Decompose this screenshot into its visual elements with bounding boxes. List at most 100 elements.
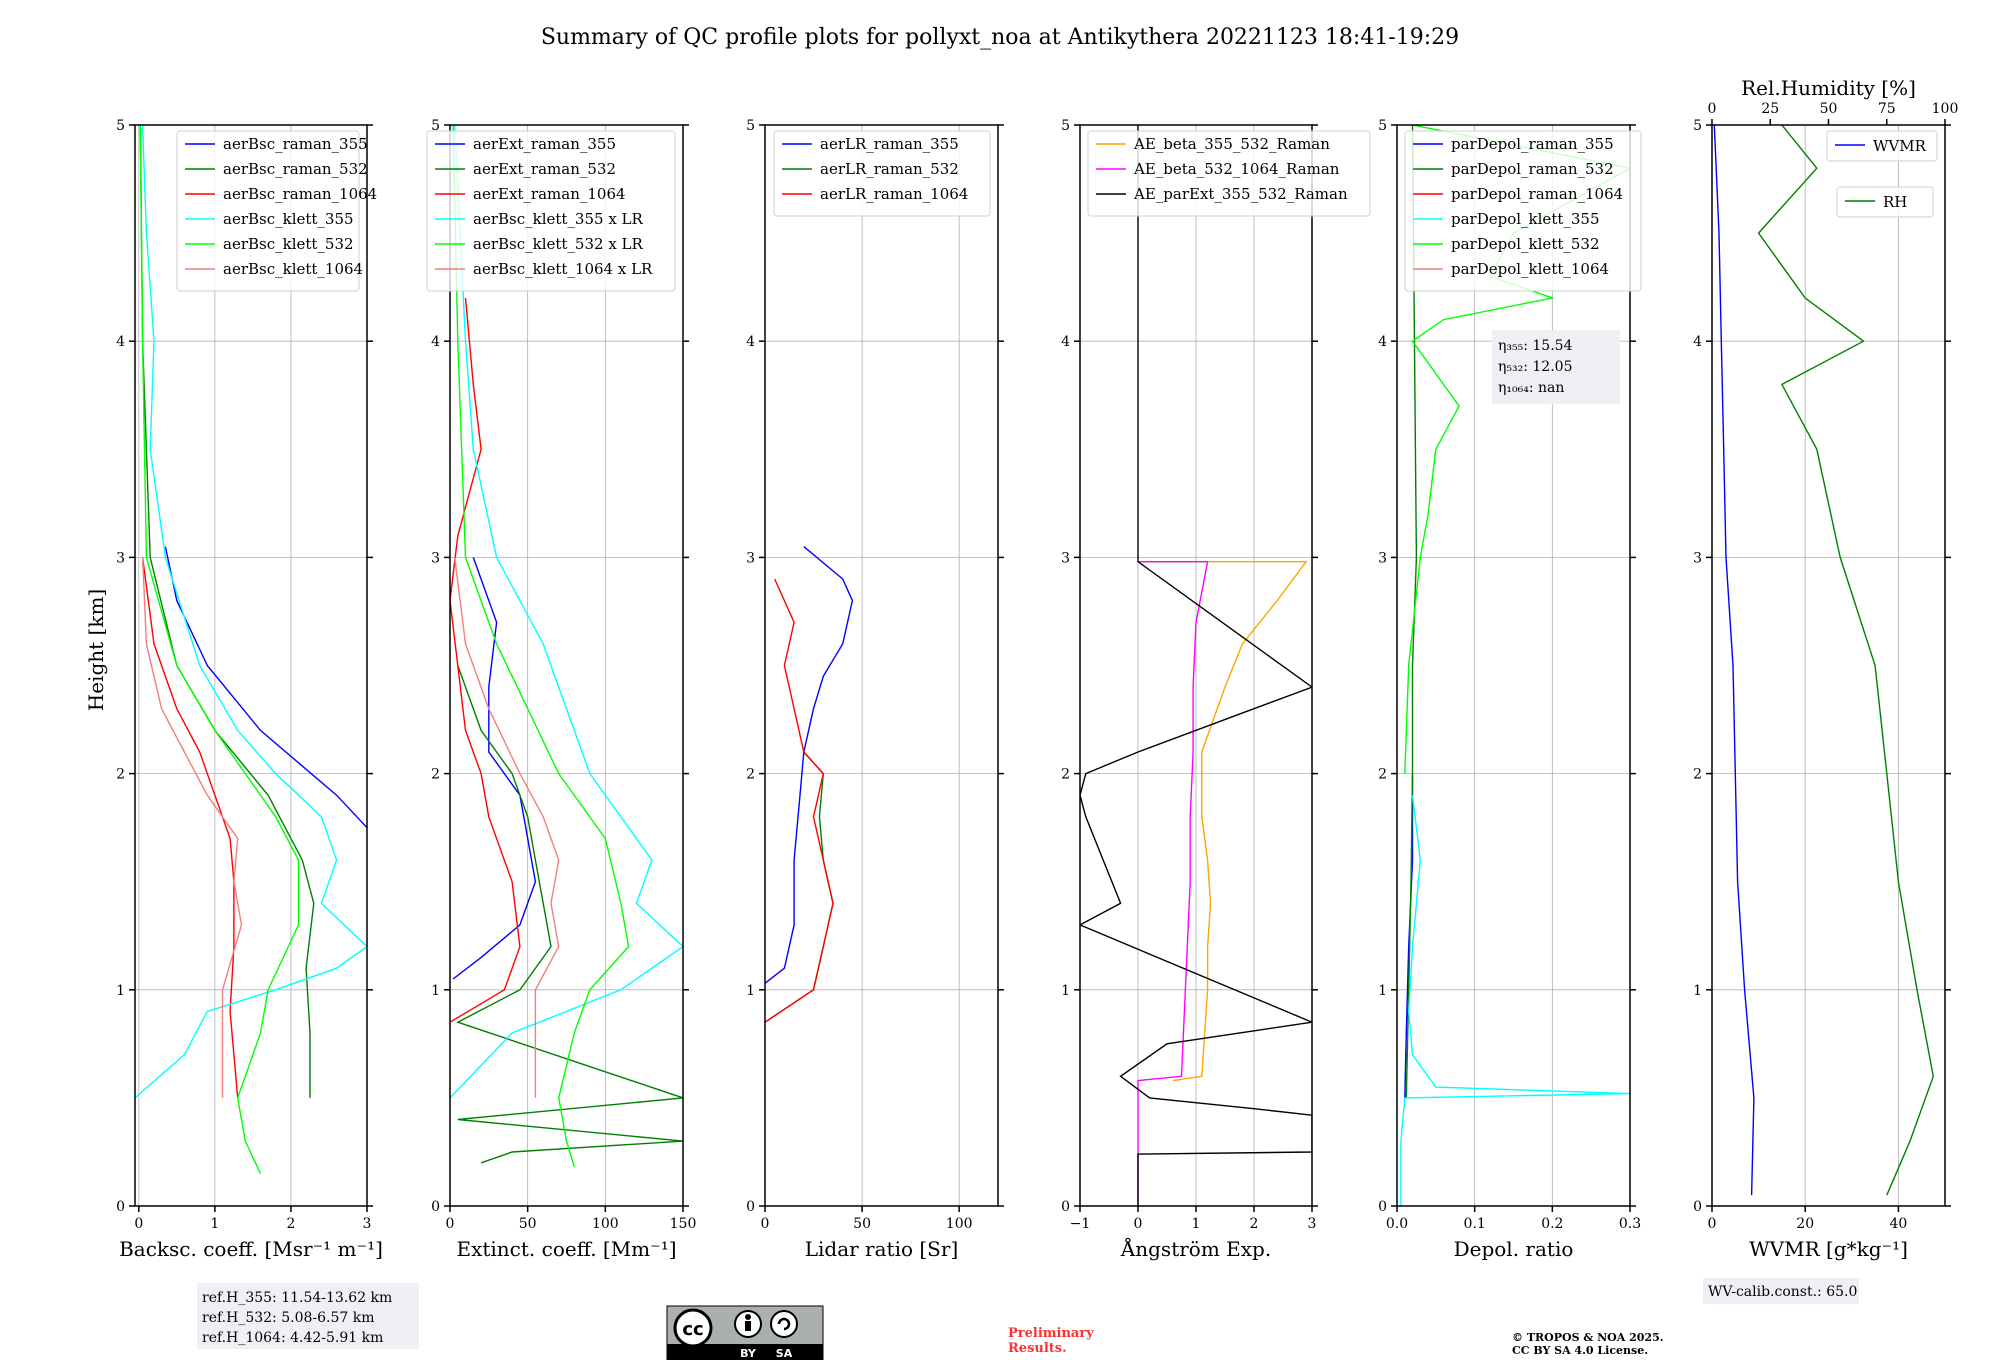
series-line-aerExt_raman_355	[452, 557, 537, 980]
series-line-AE_parExt_355_532_Raman	[1080, 125, 1312, 1206]
legend-entry: AE_parExt_355_532_Raman	[1133, 185, 1348, 203]
x-axis-label: Backsc. coeff. [Msr⁻¹ m⁻¹]	[119, 1237, 383, 1261]
y-tick-label: 4	[1693, 334, 1702, 350]
y-tick-label: 5	[431, 118, 440, 134]
cc-icon	[673, 1308, 713, 1348]
x-tick-label: 1	[1192, 1216, 1201, 1232]
series-line-aerBsc_klett_355 x LR	[450, 125, 683, 1099]
y-tick-label: 0	[1061, 1199, 1070, 1215]
legend-entry: parDepol_klett_1064	[1451, 260, 1609, 278]
legend-entry: aerBsc_klett_1064 x LR	[473, 260, 653, 278]
legend-entry: AE_beta_355_532_Raman	[1133, 135, 1330, 153]
legend-entry: aerExt_raman_1064	[473, 185, 626, 203]
y-tick-label: 3	[1693, 550, 1702, 566]
panel-5: 0.0 0.1 0.2 0.3 0 1 2 3 4 5 Depol. ratio parDepol_r…	[1378, 118, 1642, 1261]
y-tick-label: 4	[746, 334, 755, 350]
series-line-aerBsc_klett_1064	[141, 557, 243, 1098]
panels: 0 1 2 3 0 1 2 3 4 5 Backsc. coeff. [Msr⁻¹ m⁻¹] aerB…	[116, 76, 1958, 1349]
legend-entry: aerLR_raman_532	[820, 160, 959, 178]
eta-text: η₅₃₂: 12.05	[1498, 359, 1572, 375]
x2-tick-label: 50	[1820, 101, 1838, 117]
x-tick-label: 1	[210, 1216, 219, 1232]
legend-entry: WVMR	[1873, 137, 1927, 155]
y-tick-label: 3	[116, 550, 125, 566]
x-tick-label: 50	[853, 1216, 871, 1232]
legend-entry: aerLR_raman_355	[820, 135, 959, 153]
y-tick-label: 0	[746, 1199, 755, 1215]
y-tick-label: 0	[1378, 1199, 1387, 1215]
y-tick-label: 1	[1693, 983, 1702, 999]
legend-box-wvmr	[1826, 130, 1938, 162]
x2-tick-label: 0	[1708, 101, 1717, 117]
x-axis-label: Extinct. coeff. [Mm⁻¹]	[456, 1237, 676, 1261]
ref-height-box	[197, 1283, 419, 1349]
x-tick-label: 0	[761, 1216, 770, 1232]
y-tick-label: 3	[1378, 550, 1387, 566]
y-tick-label: 2	[1061, 767, 1070, 783]
y-tick-label: 2	[431, 767, 440, 783]
x-tick-label: 2	[286, 1216, 295, 1232]
series-line-AE_beta_532_1064_Raman	[1137, 561, 1209, 1206]
plot-frame	[134, 124, 368, 1207]
y-tick-label: 0	[431, 1199, 440, 1215]
series-group	[1713, 125, 1935, 1196]
series-line-aerLR_raman_355	[765, 546, 854, 984]
series-line-aerLR_raman_532	[765, 751, 834, 1023]
x-tick-label: 0	[446, 1216, 455, 1232]
y-tick-label: 3	[1061, 550, 1070, 566]
legend-box	[1404, 130, 1642, 292]
ref-height-text: ref.H_1064: 4.42-5.91 km	[202, 1330, 383, 1346]
legend-entry: aerBsc_klett_355	[223, 210, 354, 228]
y-tick-label: 5	[1693, 118, 1702, 134]
legend-entry: aerBsc_raman_1064	[223, 185, 377, 203]
x2-tick-label: 75	[1878, 101, 1896, 117]
svg-text:cc: cc	[682, 1319, 703, 1340]
legend-box-rh	[1836, 186, 1934, 218]
series-line-aerBsc_klett_532	[139, 125, 300, 1174]
legend-box	[176, 130, 360, 292]
series-group	[135, 125, 367, 1174]
x-tick-label: 2	[1250, 1216, 1259, 1232]
y-tick-label: 2	[1378, 767, 1387, 783]
series-group	[765, 546, 854, 1023]
legend-entry: parDepol_klett_355	[1451, 210, 1600, 228]
y-tick-label: 2	[116, 767, 125, 783]
y-tick-label: 5	[116, 118, 125, 134]
series-line-AE_beta_355_532_Raman	[1138, 561, 1308, 1082]
y-tick-label: 5	[746, 118, 755, 134]
y-tick-label: 4	[116, 334, 125, 350]
x-axis-label: WVMR [g*kg⁻¹]	[1749, 1237, 1908, 1261]
legend-entry: aerBsc_raman_532	[223, 160, 368, 178]
x-axis-label: Ångström Exp.	[1120, 1236, 1271, 1261]
legend-entry: parDepol_klett_532	[1451, 235, 1600, 253]
series-line-aerBsc_klett_355	[135, 125, 367, 1099]
legend-entry: aerBsc_klett_532 x LR	[473, 235, 644, 253]
figure-title: Summary of QC profile plots for pollyxt_…	[541, 25, 1459, 50]
y-tick-label: 4	[1061, 334, 1070, 350]
panel-2: 0 50 100 150 0 1 2 3 4 5 Extinct. coeff. [Mm⁻¹] aer…	[426, 118, 697, 1261]
series-line-aerBsc_klett_1064 x LR	[454, 557, 560, 1098]
x-tick-label: 0.3	[1619, 1216, 1641, 1232]
series-line-WVMR	[1713, 125, 1755, 1196]
series-line-parDepol_raman_355	[1404, 773, 1414, 1098]
panel-6: 0 20 40 0 1 2 3 4 5 WVMR [g*kg⁻¹] 0 25 50 75 100 Rel.Hu…	[1693, 76, 1958, 1304]
legend-box	[1087, 130, 1371, 217]
panel-1: 0 1 2 3 0 1 2 3 4 5 Backsc. coeff. [Msr⁻¹ m⁻¹] aerB…	[116, 118, 419, 1349]
x2-tick-label: 25	[1761, 101, 1779, 117]
y-tick-label: 2	[746, 767, 755, 783]
share-alike-icon	[770, 1310, 798, 1338]
copyright-line1: © TROPOS & NOA 2025.	[1512, 1331, 1664, 1344]
x-axis-label: Depol. ratio	[1454, 1237, 1574, 1261]
plot-frame	[1396, 124, 1631, 1207]
y-tick-label: 2	[1693, 767, 1702, 783]
plot-frame	[449, 124, 684, 1207]
series-group	[1080, 125, 1312, 1206]
x-tick-label: 0	[134, 1216, 143, 1232]
y-tick-label: 1	[1061, 983, 1070, 999]
x-tick-label: 150	[670, 1216, 697, 1232]
cc-by-label: BY	[740, 1347, 757, 1360]
y-axis-label: Height [km]	[84, 589, 108, 711]
series-line-aerExt_raman_532	[456, 665, 683, 1164]
x-tick-label: 40	[1889, 1216, 1907, 1232]
